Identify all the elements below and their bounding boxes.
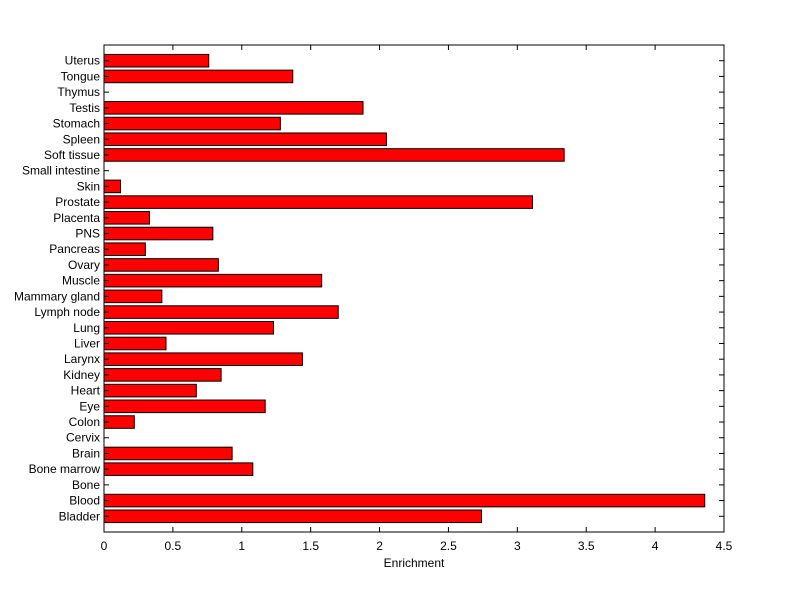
y-tick-label: Kidney [63,368,100,382]
y-tick-label: Bone marrow [29,462,101,476]
y-tick-label: Small intestine [22,164,100,178]
y-tick-label: Lymph node [34,305,100,319]
x-tick-label: 2.5 [440,539,457,553]
y-tick-label: Mammary gland [14,289,100,303]
bar [103,336,167,351]
y-tick-label: Bladder [59,509,100,523]
y-tick-label: Cervix [66,431,100,445]
x-tick-label: 1 [238,539,245,553]
y-tick-label: Colon [69,415,100,429]
bar [103,148,565,162]
y-tick-label: Spleen [63,132,100,146]
y-tick-label: Soft tissue [44,148,100,162]
x-axis-label: Enrichment [384,556,445,570]
x-ticks-group: 0 0.5 1 1.5 2 2.5 3 3.5 4 4.5 [101,45,733,553]
bar [103,368,222,382]
y-tick-label: Skin [77,179,100,193]
x-tick-label: 4 [652,539,659,553]
bar [103,132,387,147]
x-tick-label: 0 [101,539,108,553]
bar [103,69,294,84]
x-tick-label: 0.5 [165,539,182,553]
bar [103,352,303,366]
bar [103,289,163,304]
y-tick-label: Pancreas [49,242,100,256]
bar [103,383,197,398]
y-tick-label: Placenta [53,211,100,225]
bar [103,399,266,414]
y-tick-label: Heart [71,384,101,398]
bar [103,116,281,131]
x-tick-label: 3.5 [578,539,595,553]
y-tick-label: Larynx [64,352,100,366]
y-tick-label: Brain [72,446,100,460]
y-tick-label: Liver [74,336,100,350]
x-tick-label: 3 [514,539,521,553]
bar [103,101,364,115]
y-tick-label: Tongue [61,69,101,83]
y-tick-label: Uterus [65,54,100,68]
bar [103,446,233,461]
x-tick-label: 1.5 [302,539,319,553]
bar [103,509,483,524]
bar [103,258,219,272]
bar [103,320,274,335]
bar [103,195,533,209]
bar [103,211,150,225]
y-tick-label: Bone [72,478,100,492]
y-tick-label: Testis [69,101,100,115]
y-tick-label: Ovary [68,258,100,272]
y-tick-label: Muscle [62,274,100,288]
y-tick-label: Stomach [53,117,100,131]
x-tick-label: 2 [376,539,383,553]
bar [103,305,339,319]
bars-group [103,53,706,524]
y-tick-label: Thymus [57,85,100,99]
bar [103,53,210,68]
bar [103,462,254,476]
x-tick-label: 4.5 [716,539,733,553]
bar [103,273,323,288]
y-tick-label: Eye [79,399,100,413]
y-tick-label: Blood [69,494,100,508]
y-tick-label: PNS [75,227,100,241]
y-tick-label: Lung [73,321,100,335]
bar [103,226,214,241]
bar [103,493,706,508]
bar [103,242,146,257]
y-tick-label: Prostate [55,195,100,209]
